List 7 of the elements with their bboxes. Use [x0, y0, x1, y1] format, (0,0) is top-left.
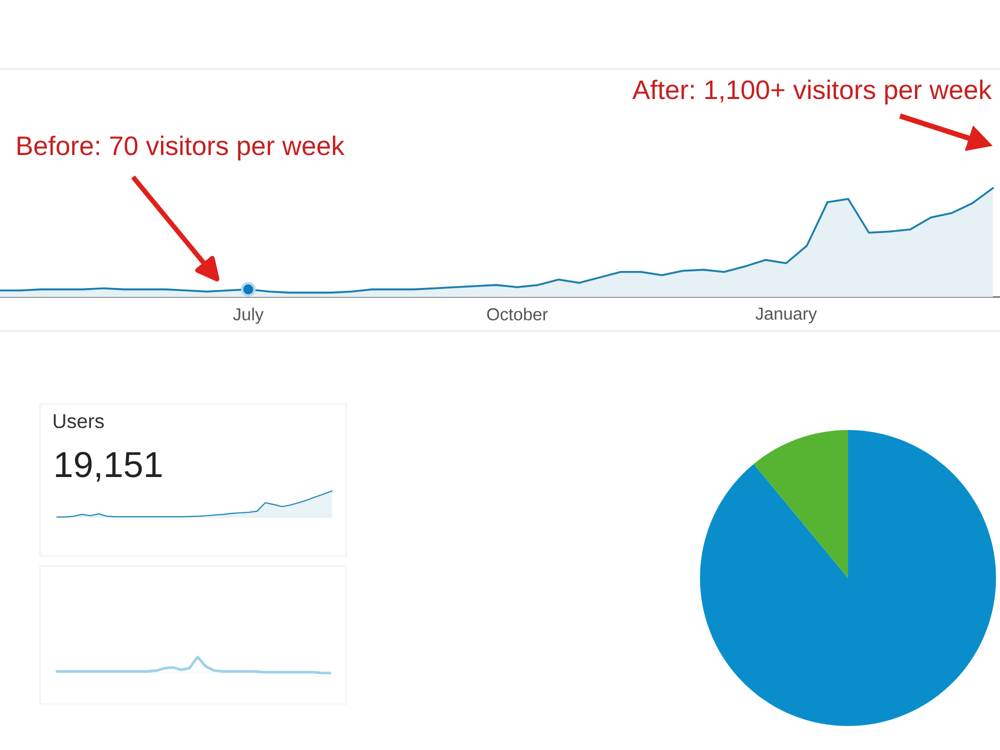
- x-tick-label: July: [233, 308, 264, 324]
- chart-subtitle: 19,151: [56, 452, 162, 482]
- text: Before: 70 visitors per week: [18, 136, 344, 161]
- x-tick-label: October: [487, 308, 548, 320]
- chart-title: Users: [54, 414, 104, 428]
- text: After: 1,100+ visitors per week: [632, 80, 992, 105]
- x-tick-label: January: [756, 308, 817, 324]
